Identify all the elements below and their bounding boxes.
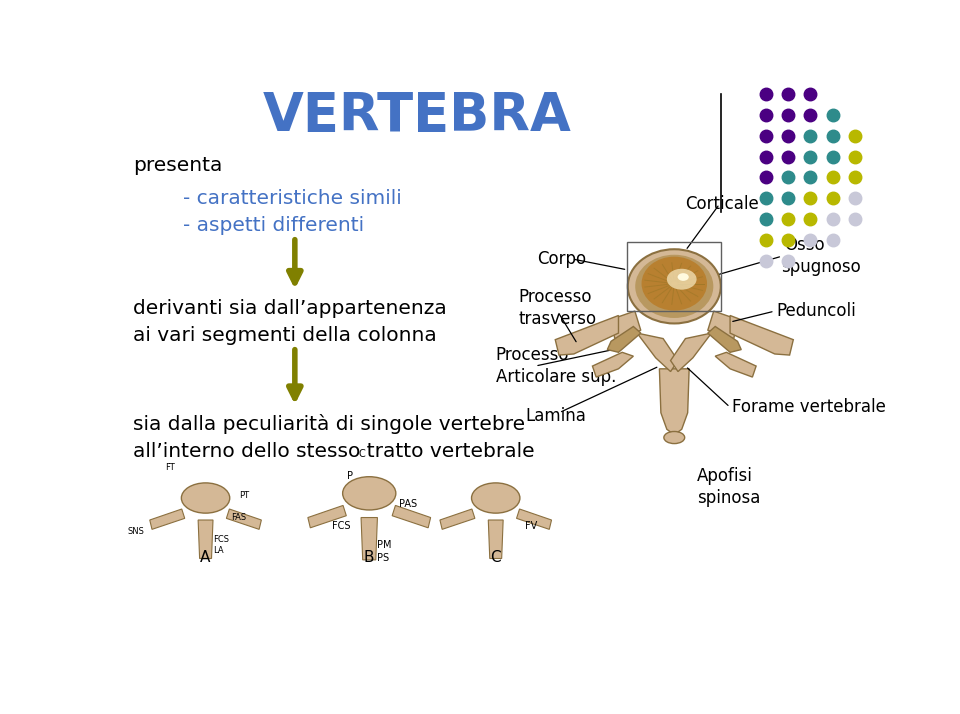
Text: Processo: Processo [495, 346, 569, 364]
Text: sia dalla peculiarità di singole vertebre: sia dalla peculiarità di singole vertebr… [133, 414, 525, 434]
Polygon shape [516, 509, 551, 529]
Text: FCS: FCS [213, 535, 229, 544]
Text: all’interno dello stesso tratto vertebrale: all’interno dello stesso tratto vertebra… [133, 442, 535, 461]
Text: Forame vertebrale: Forame vertebrale [732, 398, 885, 416]
Bar [628, 242, 721, 311]
Text: FCS: FCS [332, 521, 350, 531]
Polygon shape [660, 369, 689, 435]
Polygon shape [227, 509, 261, 529]
Text: P: P [347, 471, 353, 481]
Polygon shape [611, 311, 641, 338]
Ellipse shape [667, 268, 697, 290]
Polygon shape [730, 316, 793, 355]
Ellipse shape [678, 273, 688, 281]
Text: LA: LA [213, 545, 224, 555]
Text: - caratteristiche simili: - caratteristiche simili [183, 189, 402, 208]
Text: - aspetti differenti: - aspetti differenti [183, 216, 365, 236]
Polygon shape [489, 520, 503, 558]
Ellipse shape [181, 483, 229, 513]
Ellipse shape [471, 483, 520, 513]
Polygon shape [715, 352, 756, 377]
Text: trasverso: trasverso [518, 311, 596, 328]
Polygon shape [198, 520, 213, 558]
Text: FAS: FAS [231, 513, 247, 522]
Polygon shape [608, 326, 641, 352]
Text: C: C [358, 449, 365, 459]
Ellipse shape [641, 256, 707, 311]
Text: Peduncoli: Peduncoli [777, 302, 856, 320]
Text: FT: FT [165, 463, 175, 472]
Text: A: A [201, 550, 211, 565]
Polygon shape [440, 509, 475, 529]
Polygon shape [361, 518, 377, 560]
Text: PAS: PAS [399, 498, 418, 508]
Polygon shape [670, 333, 711, 371]
Text: B: B [364, 550, 374, 565]
Text: Corticale: Corticale [685, 195, 759, 213]
Ellipse shape [664, 431, 684, 443]
Text: derivanti sia dall’appartenenza: derivanti sia dall’appartenenza [133, 299, 447, 318]
Text: FV: FV [525, 521, 538, 531]
Text: spinosa: spinosa [697, 489, 760, 507]
Text: Corpo: Corpo [537, 250, 586, 268]
Polygon shape [708, 326, 741, 352]
Text: PS: PS [376, 553, 389, 563]
Polygon shape [308, 506, 347, 528]
Text: spugnoso: spugnoso [780, 258, 860, 276]
Text: Osso: Osso [784, 236, 825, 254]
Ellipse shape [636, 255, 713, 318]
Polygon shape [150, 509, 184, 529]
Polygon shape [392, 506, 431, 528]
Ellipse shape [628, 249, 721, 323]
Polygon shape [555, 316, 618, 355]
Text: Processo: Processo [518, 288, 591, 306]
Text: presenta: presenta [133, 156, 223, 175]
Polygon shape [708, 311, 737, 338]
Polygon shape [637, 333, 678, 371]
Polygon shape [592, 352, 634, 377]
Text: PM: PM [376, 540, 391, 550]
Text: PT: PT [239, 491, 250, 500]
Text: Apofisi: Apofisi [697, 467, 753, 485]
Text: SNS: SNS [128, 526, 144, 536]
Text: ai vari segmenti della colonna: ai vari segmenti della colonna [133, 326, 437, 346]
Text: Lamina: Lamina [525, 406, 587, 425]
Text: Articolare sup.: Articolare sup. [495, 368, 616, 386]
Text: C: C [491, 550, 501, 565]
Text: VERTEBRA: VERTEBRA [263, 90, 572, 142]
Ellipse shape [343, 477, 396, 510]
